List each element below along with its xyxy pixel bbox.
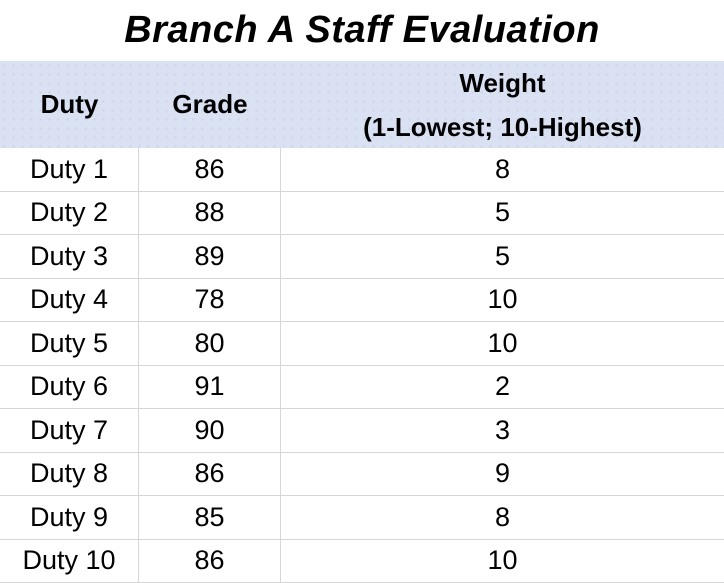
duty-cell: Duty 4 [0,278,139,321]
duty-cell: Duty 7 [0,409,139,452]
table-row: Duty 5 80 10 [0,322,724,366]
duty-cell: Duty 6 [0,365,139,408]
weight-cell: 9 [494,458,511,489]
duty-cell: Duty 10 [0,539,139,582]
grade-cell: 86 [139,148,281,191]
table-row: Duty 3 89 5 [0,235,724,279]
table-row: Duty 10 86 10 [0,539,724,583]
duty-cell: Duty 8 [0,452,139,495]
grade-cell: 86 [139,539,281,582]
column-header-duty: Duty [40,89,99,119]
weight-cell: 10 [487,545,518,576]
grade-cell: 86 [139,452,281,495]
grade-cell: 91 [139,365,281,408]
weight-cell: 10 [487,284,518,315]
weight-cell: 5 [494,240,511,271]
weight-cell: 5 [494,197,511,228]
weight-cell: 10 [487,327,518,358]
table-row: Duty 6 91 2 [0,365,724,409]
table-title: Branch A Staff Evaluation [124,9,600,51]
column-header-grade: Grade [172,89,248,119]
table-row: Duty 9 85 8 [0,496,724,540]
grade-cell: 89 [139,235,281,278]
weight-cell: 3 [494,414,511,445]
table-row: Duty 4 78 10 [0,278,724,322]
duty-cell: Duty 9 [0,496,139,539]
grade-cell: 80 [139,322,281,365]
table-body: Duty 1 86 8 Duty 2 88 5 Duty 3 89 5 Duty… [0,148,724,583]
table-row: Duty 2 88 5 [0,191,724,235]
weight-header-sublabel: (1-Lowest; 10-Highest) [363,111,642,142]
grade-cell: 85 [139,496,281,539]
grade-cell: 90 [139,409,281,452]
grade-cell: 88 [139,191,281,234]
weight-cell: 8 [494,501,511,532]
table-header: Duty Grade Weight (1-Lowest; 10-Highest) [0,61,724,148]
column-header-weight: Weight (1-Lowest; 10-Highest) [281,61,724,148]
weight-header-label: Weight [459,67,546,98]
duty-cell: Duty 1 [0,148,139,191]
table-row: Duty 7 90 3 [0,409,724,453]
duty-cell: Duty 2 [0,191,139,234]
duty-cell: Duty 3 [0,235,139,278]
table-row: Duty 1 86 8 [0,148,724,192]
table-row: Duty 8 86 9 [0,452,724,496]
weight-cell: 8 [494,153,511,184]
weight-cell: 2 [494,371,511,402]
grade-cell: 78 [139,278,281,321]
duty-cell: Duty 5 [0,322,139,365]
